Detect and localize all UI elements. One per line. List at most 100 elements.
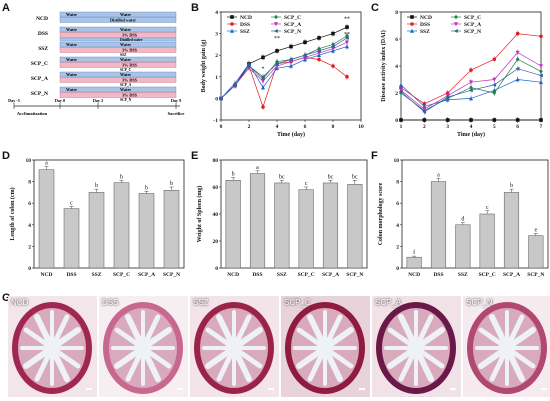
bar [479,213,495,269]
data-point [539,118,543,122]
y-tick-label: 10 [26,158,32,164]
histology-image: NCD [8,296,97,397]
water-bar-label: Water [120,12,131,17]
second-treatment-label: Distilled water [120,38,143,42]
significance-letter: d [461,217,464,223]
colon-cross-section [12,302,92,394]
data-point [515,31,520,36]
x-tick-label: 6 [304,124,307,130]
colon-length-chart: 0 2 4 6 8 10 Length of colon (cm) a NCD c DSS b SSZ b… [9,158,185,278]
significance-letter: b [145,185,148,191]
data-point [345,40,349,45]
y-axis-label: Body weight gain (g) [200,40,207,93]
legend-label: SCP_N [464,29,481,35]
dss-bar [59,92,177,98]
x-tick-label: NCD [408,272,420,278]
histology-label: SSZ [193,298,209,307]
x-tick-label: SSZ [92,272,102,278]
timeline-day-label: Day 9 [171,98,181,103]
bar [298,189,314,269]
histology-image: SSZ [190,296,279,397]
bar [163,189,180,269]
legend-marker [273,29,278,33]
water-bar-label: Water [66,27,77,32]
data-point [399,118,403,122]
significance-letter: a [45,160,48,166]
legend-label: SCP_A [464,22,481,28]
data-point [345,75,349,79]
x-tick-label: 2 [423,124,426,130]
legend-label: SCP_N [284,29,301,35]
histology-image: SCP_C [281,296,370,397]
data-point [331,64,335,68]
x-tick-label: SCP_A [322,272,339,278]
y-tick-label: 0 [215,266,218,272]
histology-label: NCD [11,298,29,307]
colon-cross-section [103,302,183,394]
significance-mark: ** [274,36,280,42]
data-point [515,118,520,122]
x-tick-label: 3 [446,124,449,130]
data-point [492,82,497,87]
bar [38,169,55,269]
dss-bar [59,32,177,38]
bar [406,256,422,269]
data-point [469,118,473,122]
significance-mark: ** [344,32,350,38]
dai-chart: 1 2 3 4 5 6 7 0 2 4 6 8 Time (day) Disease activity i… [380,10,543,138]
data-point [399,82,403,87]
y-axis-label: Colon morphology score [378,182,384,245]
significance-letter: bc [279,174,285,180]
data-point [331,31,335,36]
data-point [515,50,520,55]
legend-marker [274,14,278,20]
y-tick-label: 8 [395,10,398,16]
x-tick-label: SSZ [277,272,287,278]
panel-letter-d: D [2,150,10,162]
data-point [445,118,450,122]
bar [430,181,447,269]
data-point [468,88,473,93]
data-point [515,66,520,71]
x-tick-label: SCP_N [346,272,363,278]
colon-cross-section [376,302,456,394]
colon-cross-section [285,302,365,394]
y-tick-label: 0 [28,266,31,272]
dss-bar-label: 3% DSS [122,33,138,38]
legend-marker [410,28,414,33]
significance-mark: * [262,66,265,72]
significance-letter: b [120,175,123,181]
y-tick-label: 10 [394,158,400,164]
x-tick-label: 0 [220,124,223,130]
series-line [220,41,348,99]
y-axis-label: Length of colon (cm) [9,187,16,240]
y-tick-label: 3 [215,32,218,38]
water-bar-label: Water [66,87,77,92]
x-tick-label: 8 [332,124,335,130]
data-point [492,57,497,62]
lumen [226,338,242,358]
water-bar-label: Water [120,42,131,47]
x-tick-label: NCD [41,272,53,278]
y-tick-label: 4 [395,64,398,70]
water-bar [59,26,177,33]
data-point [492,118,497,122]
treatment-bar-label: Distilled water [110,18,136,23]
legend-label: NCD [420,15,432,21]
plot-frame [220,11,362,121]
series-line [220,37,348,99]
panel-letter-a: A [2,2,10,14]
second-treatment-label: SCP_N [120,98,132,102]
data-point [539,64,543,69]
x-tick-label: DSS [252,272,262,278]
x-tick-label: SSZ [458,272,468,278]
legend-label: DSS [420,22,430,28]
significance-letter: b [232,172,235,178]
lumen [135,338,151,358]
data-point [218,96,223,101]
scale-bar [268,388,274,390]
data-point [316,48,321,53]
data-point [261,85,265,90]
y-tick-label: 2 [395,91,398,97]
scale-bar [177,388,183,390]
